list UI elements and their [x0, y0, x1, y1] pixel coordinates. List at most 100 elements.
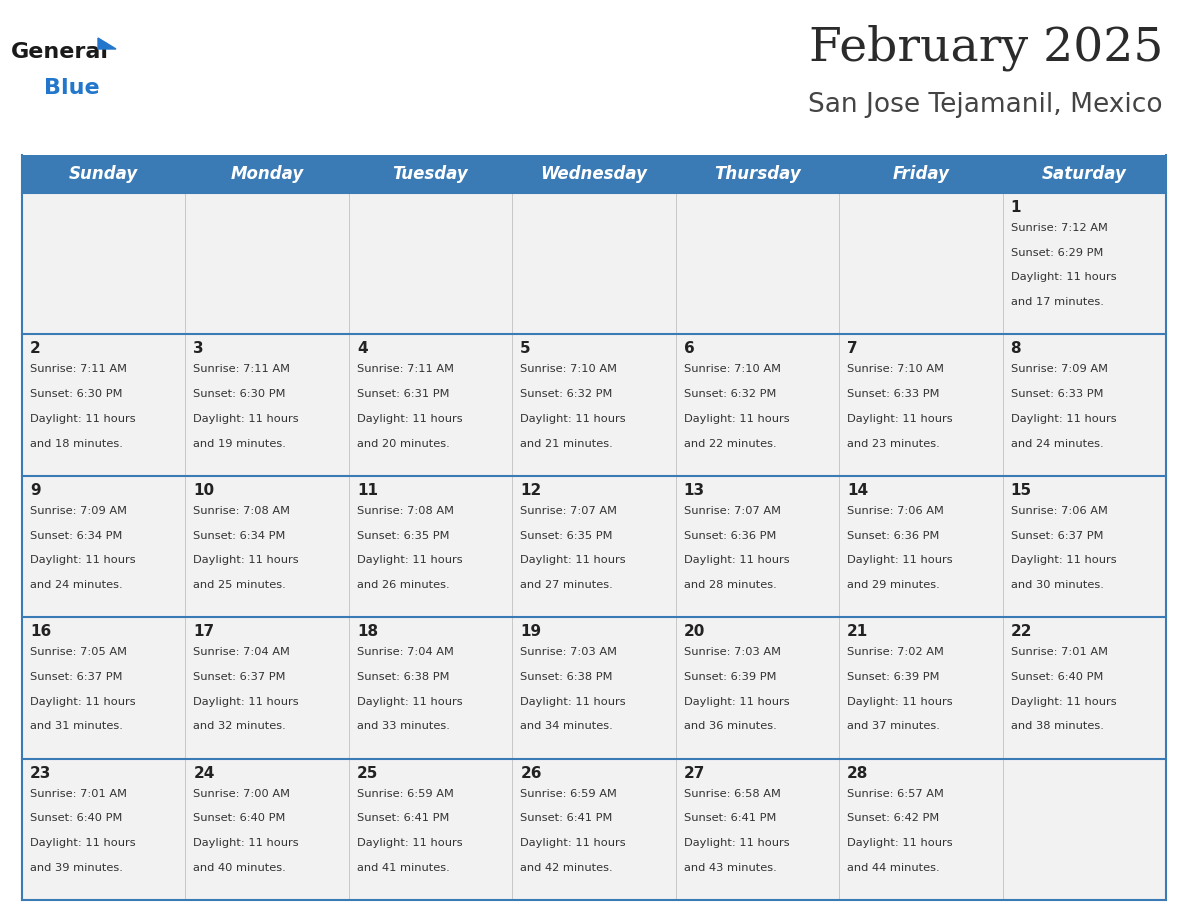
- Text: Sunset: 6:35 PM: Sunset: 6:35 PM: [520, 531, 613, 541]
- Text: and 24 minutes.: and 24 minutes.: [1011, 439, 1104, 449]
- Text: Sunrise: 7:04 AM: Sunrise: 7:04 AM: [356, 647, 454, 657]
- Text: Sunrise: 7:09 AM: Sunrise: 7:09 AM: [1011, 364, 1107, 375]
- Text: Sunrise: 7:08 AM: Sunrise: 7:08 AM: [194, 506, 290, 516]
- Text: 4: 4: [356, 341, 367, 356]
- Text: and 32 minutes.: and 32 minutes.: [194, 722, 286, 732]
- Text: 15: 15: [1011, 483, 1031, 498]
- Text: Daylight: 11 hours: Daylight: 11 hours: [30, 555, 135, 565]
- Text: San Jose Tejamanil, Mexico: San Jose Tejamanil, Mexico: [808, 92, 1163, 118]
- Text: 12: 12: [520, 483, 542, 498]
- Text: Sunrise: 7:06 AM: Sunrise: 7:06 AM: [847, 506, 944, 516]
- Text: and 21 minutes.: and 21 minutes.: [520, 439, 613, 449]
- Text: 9: 9: [30, 483, 40, 498]
- Text: 23: 23: [30, 766, 51, 780]
- Text: Daylight: 11 hours: Daylight: 11 hours: [356, 555, 462, 565]
- Text: Sunset: 6:32 PM: Sunset: 6:32 PM: [684, 389, 776, 399]
- Text: Daylight: 11 hours: Daylight: 11 hours: [356, 838, 462, 848]
- Bar: [23, 193, 1165, 334]
- Text: Sunrise: 6:59 AM: Sunrise: 6:59 AM: [520, 789, 617, 799]
- Text: Daylight: 11 hours: Daylight: 11 hours: [194, 555, 299, 565]
- Text: Sunset: 6:41 PM: Sunset: 6:41 PM: [684, 813, 776, 823]
- Text: Daylight: 11 hours: Daylight: 11 hours: [520, 555, 626, 565]
- Text: Sunrise: 7:11 AM: Sunrise: 7:11 AM: [356, 364, 454, 375]
- Text: Sunset: 6:39 PM: Sunset: 6:39 PM: [684, 672, 776, 682]
- Text: and 25 minutes.: and 25 minutes.: [194, 580, 286, 590]
- Text: Sunrise: 7:01 AM: Sunrise: 7:01 AM: [1011, 647, 1107, 657]
- Text: 21: 21: [847, 624, 868, 639]
- Text: Daylight: 11 hours: Daylight: 11 hours: [1011, 414, 1117, 424]
- Bar: [23, 617, 1165, 758]
- Text: Sunrise: 7:12 AM: Sunrise: 7:12 AM: [1011, 223, 1107, 233]
- Text: Sunrise: 7:10 AM: Sunrise: 7:10 AM: [520, 364, 618, 375]
- Text: Sunset: 6:33 PM: Sunset: 6:33 PM: [1011, 389, 1104, 399]
- Text: and 29 minutes.: and 29 minutes.: [847, 580, 940, 590]
- Text: 19: 19: [520, 624, 542, 639]
- Text: Daylight: 11 hours: Daylight: 11 hours: [1011, 555, 1117, 565]
- Text: Blue: Blue: [44, 78, 100, 98]
- Text: 26: 26: [520, 766, 542, 780]
- Text: Sunrise: 7:10 AM: Sunrise: 7:10 AM: [847, 364, 944, 375]
- Text: Daylight: 11 hours: Daylight: 11 hours: [1011, 697, 1117, 707]
- Text: Daylight: 11 hours: Daylight: 11 hours: [194, 697, 299, 707]
- Text: Sunset: 6:35 PM: Sunset: 6:35 PM: [356, 531, 449, 541]
- Text: and 36 minutes.: and 36 minutes.: [684, 722, 777, 732]
- Text: 3: 3: [194, 341, 204, 356]
- Text: Daylight: 11 hours: Daylight: 11 hours: [356, 414, 462, 424]
- Text: Daylight: 11 hours: Daylight: 11 hours: [194, 838, 299, 848]
- Text: and 31 minutes.: and 31 minutes.: [30, 722, 122, 732]
- Text: Daylight: 11 hours: Daylight: 11 hours: [194, 414, 299, 424]
- Text: 1: 1: [1011, 200, 1020, 215]
- Text: Sunrise: 7:06 AM: Sunrise: 7:06 AM: [1011, 506, 1107, 516]
- Text: Sunset: 6:38 PM: Sunset: 6:38 PM: [520, 672, 613, 682]
- Text: Monday: Monday: [230, 165, 304, 183]
- Text: Sunset: 6:37 PM: Sunset: 6:37 PM: [30, 672, 122, 682]
- Text: Daylight: 11 hours: Daylight: 11 hours: [684, 697, 789, 707]
- Polygon shape: [97, 38, 116, 49]
- Text: 27: 27: [684, 766, 706, 780]
- Text: Sunset: 6:40 PM: Sunset: 6:40 PM: [194, 813, 286, 823]
- Text: 18: 18: [356, 624, 378, 639]
- Text: and 23 minutes.: and 23 minutes.: [847, 439, 940, 449]
- Text: 11: 11: [356, 483, 378, 498]
- Text: Sunrise: 7:09 AM: Sunrise: 7:09 AM: [30, 506, 127, 516]
- Text: Sunset: 6:29 PM: Sunset: 6:29 PM: [1011, 248, 1102, 258]
- Text: Sunrise: 7:01 AM: Sunrise: 7:01 AM: [30, 789, 127, 799]
- Text: 13: 13: [684, 483, 704, 498]
- Text: and 28 minutes.: and 28 minutes.: [684, 580, 777, 590]
- Text: Sunrise: 7:08 AM: Sunrise: 7:08 AM: [356, 506, 454, 516]
- Text: Sunset: 6:41 PM: Sunset: 6:41 PM: [520, 813, 613, 823]
- Text: and 24 minutes.: and 24 minutes.: [30, 580, 122, 590]
- Text: Daylight: 11 hours: Daylight: 11 hours: [684, 838, 789, 848]
- Text: Sunset: 6:31 PM: Sunset: 6:31 PM: [356, 389, 449, 399]
- Text: and 39 minutes.: and 39 minutes.: [30, 863, 122, 873]
- Text: Thursday: Thursday: [714, 165, 801, 183]
- Text: 5: 5: [520, 341, 531, 356]
- Text: and 27 minutes.: and 27 minutes.: [520, 580, 613, 590]
- Text: Friday: Friday: [892, 165, 949, 183]
- Text: Sunrise: 7:03 AM: Sunrise: 7:03 AM: [520, 647, 618, 657]
- Bar: [23, 334, 1165, 476]
- Text: 22: 22: [1011, 624, 1032, 639]
- Text: and 43 minutes.: and 43 minutes.: [684, 863, 777, 873]
- Text: Daylight: 11 hours: Daylight: 11 hours: [847, 838, 953, 848]
- Text: Sunrise: 7:10 AM: Sunrise: 7:10 AM: [684, 364, 781, 375]
- Text: Daylight: 11 hours: Daylight: 11 hours: [847, 414, 953, 424]
- Text: Daylight: 11 hours: Daylight: 11 hours: [520, 838, 626, 848]
- Text: Sunrise: 7:11 AM: Sunrise: 7:11 AM: [194, 364, 290, 375]
- Text: and 26 minutes.: and 26 minutes.: [356, 580, 449, 590]
- Text: 20: 20: [684, 624, 706, 639]
- Bar: [23, 758, 1165, 900]
- Text: 16: 16: [30, 624, 51, 639]
- Text: and 40 minutes.: and 40 minutes.: [194, 863, 286, 873]
- Bar: [23, 155, 1165, 193]
- Text: 10: 10: [194, 483, 215, 498]
- Text: Sunrise: 7:07 AM: Sunrise: 7:07 AM: [684, 506, 781, 516]
- Text: Sunrise: 6:58 AM: Sunrise: 6:58 AM: [684, 789, 781, 799]
- Text: Daylight: 11 hours: Daylight: 11 hours: [684, 414, 789, 424]
- Text: and 17 minutes.: and 17 minutes.: [1011, 297, 1104, 308]
- Text: General: General: [11, 42, 109, 62]
- Text: Daylight: 11 hours: Daylight: 11 hours: [30, 838, 135, 848]
- Text: Sunset: 6:42 PM: Sunset: 6:42 PM: [847, 813, 940, 823]
- Text: Sunrise: 6:59 AM: Sunrise: 6:59 AM: [356, 789, 454, 799]
- Text: Tuesday: Tuesday: [393, 165, 468, 183]
